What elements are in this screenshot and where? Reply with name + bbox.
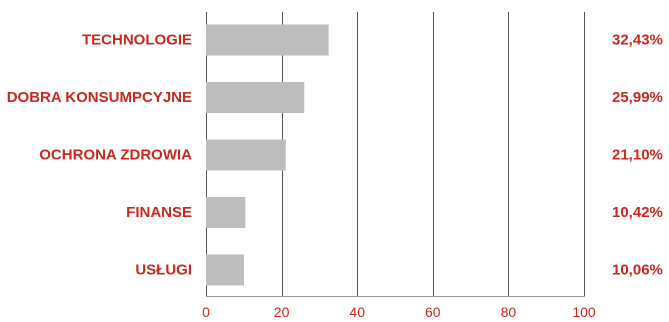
value-label: 10,42% bbox=[612, 204, 663, 221]
bar bbox=[206, 24, 329, 56]
bar bbox=[206, 254, 245, 286]
x-tick-label: 40 bbox=[349, 304, 365, 320]
category-label: FINANSE bbox=[126, 204, 192, 221]
category-label: USŁUGI bbox=[135, 262, 192, 279]
value-label: 10,06% bbox=[612, 262, 663, 279]
x-tick-label: 0 bbox=[202, 304, 210, 320]
value-labels: 32,43% 25,99% 21,10% 10,42% 10,06% bbox=[612, 32, 663, 279]
grid-lines bbox=[206, 12, 585, 297]
category-label: DOBRA KONSUMPCYJNE bbox=[7, 89, 192, 106]
value-label: 25,99% bbox=[612, 89, 663, 106]
x-tick-label: 60 bbox=[425, 304, 441, 320]
bar bbox=[206, 82, 305, 113]
x-tick-label: 20 bbox=[274, 304, 290, 320]
value-label: 32,43% bbox=[612, 32, 663, 49]
x-axis-tick-labels: 0 20 40 60 80 100 bbox=[202, 304, 596, 320]
x-tick-label: 100 bbox=[572, 304, 596, 320]
category-label: OCHRONA ZDROWIA bbox=[39, 147, 192, 164]
bars bbox=[206, 24, 329, 286]
category-label: TECHNOLOGIE bbox=[82, 32, 192, 49]
x-tick-label: 80 bbox=[501, 304, 517, 320]
bar bbox=[206, 139, 286, 171]
bar bbox=[206, 197, 246, 228]
category-labels: TECHNOLOGIE DOBRA KONSUMPCYJNE OCHRONA ZDR… bbox=[7, 32, 192, 279]
value-label: 21,10% bbox=[612, 147, 663, 164]
